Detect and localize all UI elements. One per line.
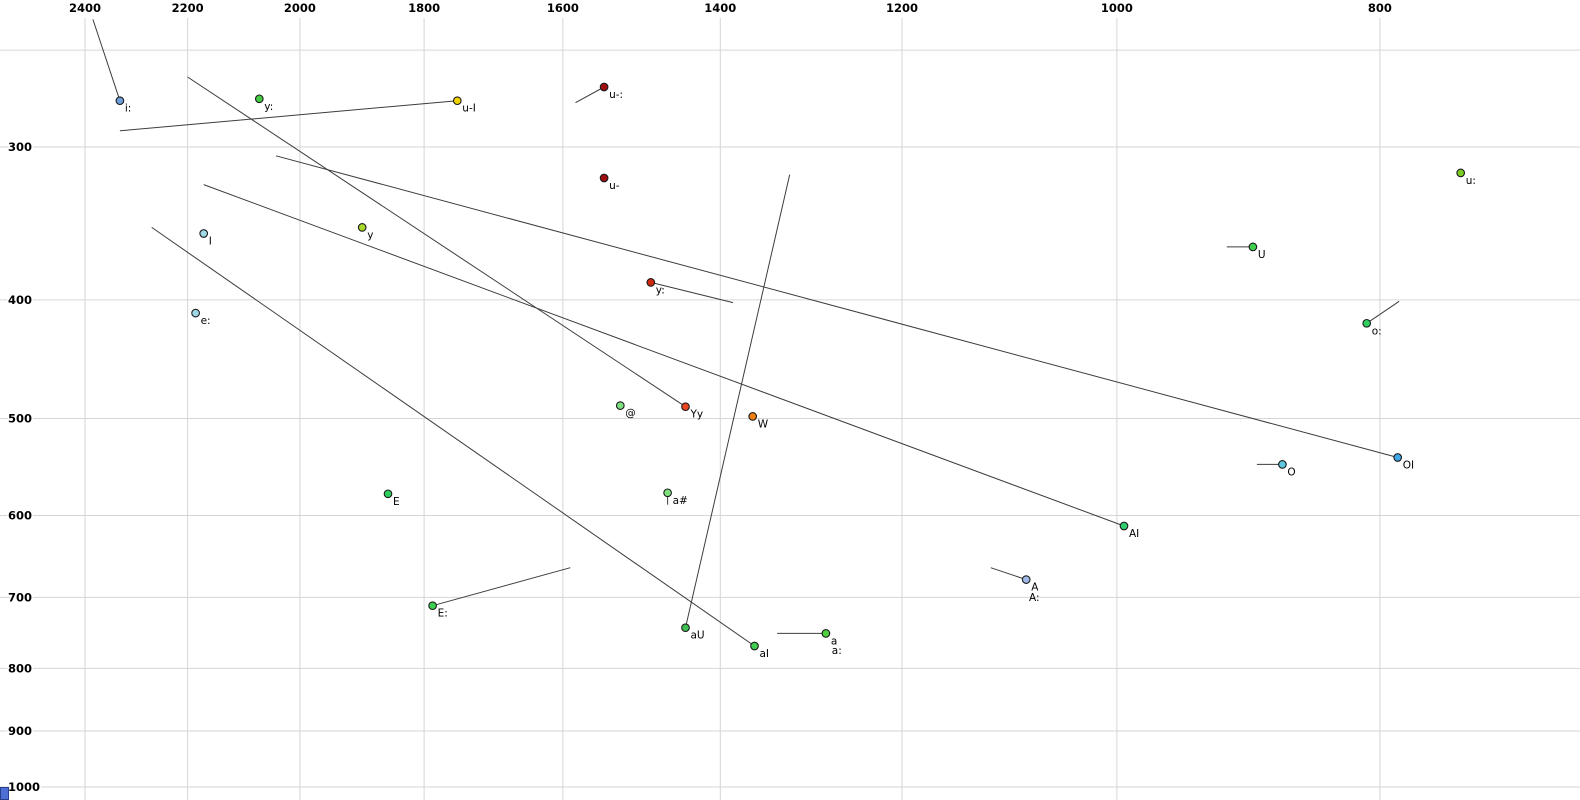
- data-point: [750, 641, 759, 651]
- data-point: [599, 82, 609, 92]
- data-point-label: o:: [1372, 325, 1382, 337]
- data-point-label: @: [625, 408, 636, 420]
- x-tick-label: 1200: [886, 1, 918, 15]
- trajectory-line: [685, 174, 791, 628]
- data-point-label: A:: [1029, 592, 1040, 604]
- trajectory-line: [275, 155, 1398, 458]
- data-point: [646, 278, 656, 287]
- trajectory-line: [650, 281, 734, 304]
- data-point-label: y:: [264, 101, 273, 113]
- trajectory-line: [119, 100, 458, 132]
- data-point-label: I: [209, 236, 212, 248]
- x-tick-label: 1000: [1101, 1, 1133, 15]
- data-point: [115, 96, 125, 106]
- data-point-label: u:: [1466, 175, 1476, 187]
- y-tick-label: 900: [8, 724, 32, 738]
- data-point: [615, 401, 625, 410]
- data-point-label: u-:: [609, 89, 623, 101]
- data-point-label: aI: [760, 648, 770, 660]
- data-point: [428, 601, 437, 611]
- data-point-label: y: [367, 229, 373, 241]
- y-tick-label: 600: [8, 509, 32, 523]
- x-tick-label: 2400: [69, 1, 101, 15]
- data-point-label: e:: [201, 315, 211, 327]
- trajectory-line: [1366, 300, 1400, 324]
- data-point: [199, 229, 209, 238]
- data-point: [748, 412, 758, 421]
- trajectory-line: [92, 19, 121, 101]
- trajectory-line: [432, 567, 571, 607]
- x-axis-tick-labels: 2400 2200 2000 1800 1600 1400 1200 1000 800: [67, 0, 1393, 17]
- data-point: [1278, 460, 1287, 469]
- data-point-label: Yy: [690, 409, 704, 421]
- scrollbar-thumb[interactable]: [0, 787, 9, 800]
- data-point-label: O: [1287, 466, 1295, 478]
- x-tick-label: 800: [1368, 1, 1392, 15]
- data-point-label: a:: [832, 645, 842, 657]
- data-point-label: E: [393, 496, 400, 508]
- data-point-label: AI: [1129, 528, 1139, 540]
- data-point-label: A: [1031, 582, 1039, 594]
- data-point: [1248, 242, 1258, 252]
- data-point: [681, 402, 690, 412]
- data-point-label: u-: [609, 180, 620, 192]
- data-point-label: y:: [656, 284, 665, 296]
- y-axis-tick-labels: 300 400 500 600 700 800 900 1000: [7, 139, 42, 796]
- y-tick-label: 1000: [8, 780, 40, 794]
- y-tick-label: 500: [8, 412, 32, 426]
- data-point-label: a#: [673, 495, 688, 507]
- data-point-label: E:: [438, 608, 448, 620]
- data-point: [254, 94, 264, 104]
- y-tick-label: 700: [8, 590, 32, 604]
- x-tick-label: 2000: [284, 1, 316, 15]
- data-point: [1021, 575, 1031, 584]
- x-tick-label: 1600: [547, 1, 579, 15]
- y-tick-label: 400: [8, 293, 32, 307]
- x-tick-label: 1400: [704, 1, 736, 15]
- data-point-label: i:: [125, 103, 131, 115]
- y-tick-label: 300: [8, 140, 32, 154]
- data-point-label: aU: [691, 630, 705, 642]
- data-point: [1119, 521, 1129, 531]
- data-point: [821, 629, 831, 638]
- data-point: [599, 173, 609, 183]
- trajectory-line: [990, 567, 1027, 581]
- data-points: i: y: u-I u-: u-u: y I Uy: e: o: @ Yy W O OI E a# AI AA: E:…: [115, 82, 1476, 660]
- y-tick-label: 800: [8, 661, 32, 675]
- data-point: [1362, 318, 1372, 328]
- x-tick-label: 1800: [408, 1, 440, 15]
- trajectory-line: [151, 226, 755, 647]
- data-point: [681, 623, 690, 633]
- x-tick-label: 2200: [172, 1, 204, 15]
- trajectory-line: [575, 86, 605, 104]
- gridlines: [0, 18, 1580, 800]
- data-point-label: W: [758, 418, 769, 430]
- data-point: [357, 223, 367, 232]
- trajectory-line: [203, 184, 1125, 527]
- data-point: [452, 96, 462, 106]
- trajectory-lines: [92, 19, 1400, 647]
- data-point: [383, 489, 393, 499]
- data-point-label: OI: [1403, 460, 1414, 472]
- data-point: [191, 308, 200, 318]
- data-point-label: a: [831, 635, 837, 647]
- data-point-label: U: [1258, 249, 1266, 261]
- data-point: [1393, 453, 1403, 462]
- data-point: [1456, 168, 1466, 178]
- data-point: [663, 488, 672, 498]
- data-point-label: u-I: [462, 103, 476, 115]
- trajectory-line: [187, 76, 686, 408]
